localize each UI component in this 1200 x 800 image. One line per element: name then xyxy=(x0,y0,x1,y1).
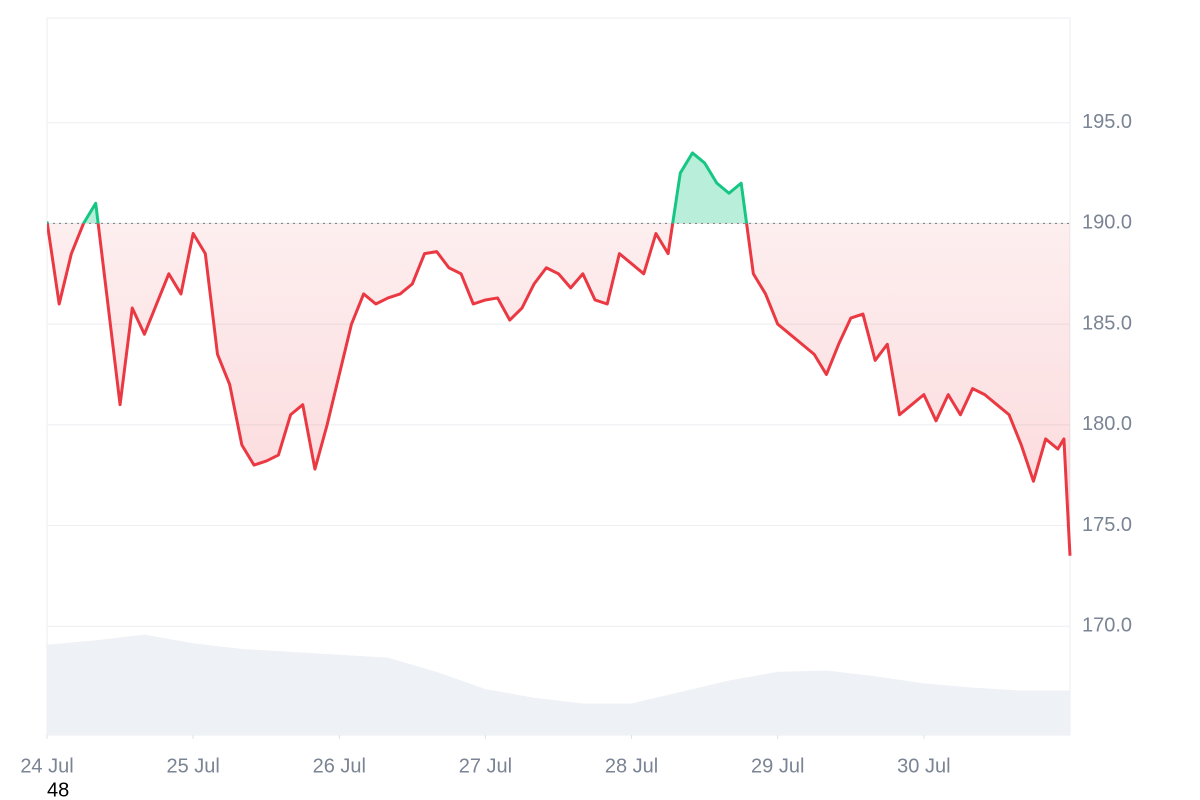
x-tick-label: 24 Jul xyxy=(20,755,73,777)
x-tick-label: 25 Jul xyxy=(166,755,219,777)
volume-area xyxy=(47,634,1070,735)
price-line-down xyxy=(47,223,1072,556)
x-tick-label: 29 Jul xyxy=(751,755,804,777)
x-tick-label: 28 Jul xyxy=(605,755,658,777)
x-tick-label: 30 Jul xyxy=(897,755,950,777)
y-tick-label: 190.0 xyxy=(1082,212,1132,234)
y-tick-label: 180.0 xyxy=(1082,413,1132,435)
y-tick-label: 175.0 xyxy=(1082,514,1132,536)
annotation: 48 xyxy=(47,779,69,800)
y-tick-label: 195.0 xyxy=(1082,111,1132,133)
area-down xyxy=(47,223,1070,556)
y-tick-label: 170.0 xyxy=(1082,615,1132,637)
y-tick-label: 185.0 xyxy=(1082,312,1132,334)
x-tick-label: 27 Jul xyxy=(459,755,512,777)
x-tick-label: 26 Jul xyxy=(313,755,366,777)
area-up xyxy=(47,152,747,224)
